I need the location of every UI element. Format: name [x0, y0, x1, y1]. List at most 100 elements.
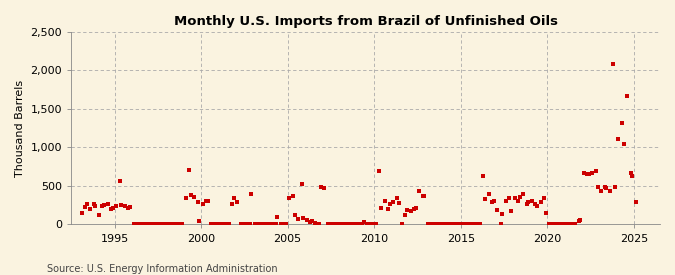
- Point: [512, 199, 523, 204]
- Point: [410, 205, 421, 210]
- Point: [561, 222, 572, 227]
- Title: Monthly U.S. Imports from Brazil of Unfinished Oils: Monthly U.S. Imports from Brazil of Unfi…: [173, 15, 558, 28]
- Point: [627, 174, 638, 178]
- Point: [362, 222, 373, 227]
- Point: [462, 222, 473, 227]
- Point: [125, 205, 136, 209]
- Point: [123, 205, 134, 210]
- Point: [258, 222, 269, 227]
- Point: [340, 222, 350, 227]
- Point: [440, 222, 451, 227]
- Point: [367, 222, 378, 227]
- Point: [488, 199, 499, 204]
- Point: [592, 185, 603, 189]
- Point: [622, 94, 632, 98]
- Point: [345, 222, 356, 227]
- Point: [128, 222, 139, 227]
- Point: [575, 218, 586, 222]
- Point: [261, 222, 272, 227]
- Point: [236, 222, 246, 227]
- Point: [186, 193, 196, 197]
- Point: [90, 204, 101, 208]
- Point: [478, 174, 489, 178]
- Point: [348, 222, 359, 227]
- Point: [132, 222, 142, 227]
- Point: [604, 189, 615, 194]
- Point: [374, 169, 385, 174]
- Point: [80, 205, 90, 209]
- Point: [408, 207, 419, 211]
- Point: [206, 222, 217, 227]
- Point: [279, 222, 290, 227]
- Point: [365, 222, 376, 227]
- Point: [197, 202, 208, 206]
- Point: [556, 222, 567, 227]
- Point: [324, 222, 335, 227]
- Point: [76, 211, 87, 215]
- Point: [544, 222, 555, 227]
- Point: [263, 222, 274, 227]
- Point: [211, 222, 222, 227]
- Point: [625, 171, 636, 175]
- Point: [445, 222, 456, 227]
- Point: [306, 218, 317, 223]
- Point: [535, 200, 546, 204]
- Point: [483, 192, 494, 197]
- Point: [111, 204, 122, 208]
- Point: [371, 222, 381, 227]
- Point: [327, 222, 338, 227]
- Point: [385, 202, 396, 206]
- Point: [301, 218, 312, 222]
- Point: [227, 202, 238, 206]
- Point: [107, 205, 118, 210]
- Point: [423, 222, 433, 227]
- Point: [475, 222, 485, 227]
- Point: [102, 202, 113, 206]
- Point: [514, 194, 525, 199]
- Point: [526, 199, 537, 204]
- Point: [209, 222, 220, 227]
- Point: [582, 172, 593, 177]
- Point: [532, 204, 543, 208]
- Point: [578, 171, 589, 175]
- Point: [134, 222, 144, 227]
- Point: [336, 222, 347, 227]
- Point: [289, 213, 300, 218]
- Point: [229, 196, 240, 200]
- Point: [254, 222, 265, 227]
- Point: [437, 222, 448, 227]
- Point: [357, 222, 368, 227]
- Point: [275, 222, 286, 227]
- Point: [159, 222, 170, 227]
- Point: [106, 207, 117, 211]
- Point: [591, 169, 601, 174]
- Point: [630, 200, 641, 204]
- Point: [149, 222, 160, 227]
- Point: [114, 178, 125, 183]
- Point: [333, 222, 344, 227]
- Point: [140, 222, 151, 227]
- Point: [487, 200, 497, 204]
- Point: [402, 208, 412, 212]
- Point: [293, 217, 304, 221]
- Point: [518, 192, 529, 197]
- Point: [466, 222, 477, 227]
- Point: [417, 194, 428, 198]
- Point: [244, 222, 255, 227]
- Point: [500, 198, 511, 203]
- Point: [509, 196, 520, 200]
- Point: [223, 222, 234, 227]
- Point: [341, 222, 352, 227]
- Point: [457, 222, 468, 227]
- Point: [241, 222, 252, 227]
- Point: [288, 194, 298, 198]
- Point: [272, 214, 283, 219]
- Point: [154, 222, 165, 227]
- Point: [521, 202, 532, 206]
- Point: [319, 186, 329, 191]
- Point: [426, 222, 437, 227]
- Point: [448, 222, 459, 227]
- Point: [400, 213, 411, 218]
- Point: [267, 222, 277, 227]
- Point: [616, 121, 627, 125]
